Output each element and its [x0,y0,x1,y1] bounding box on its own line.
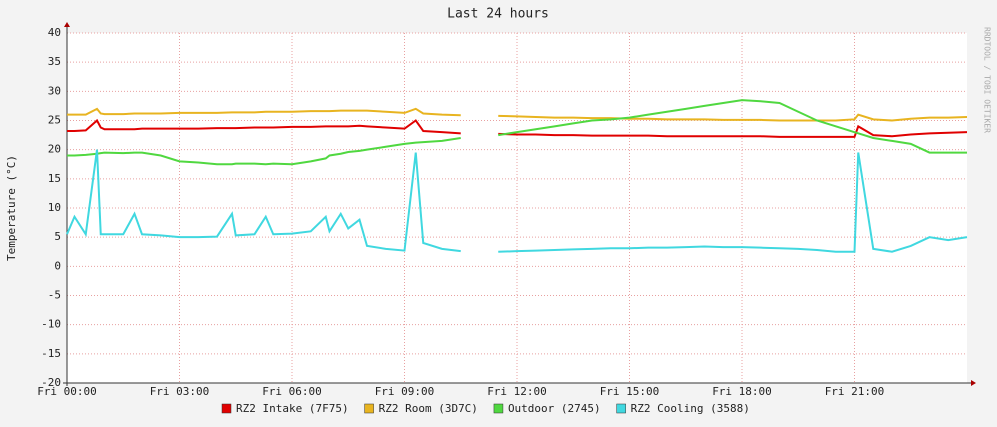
y-tick-label: 30 [48,84,61,97]
y-tick-label: 40 [48,26,61,39]
legend-label: Outdoor (2745) [508,402,601,415]
x-tick-label: Fri 15:00 [600,385,660,398]
y-tick-label: -20 [41,376,61,389]
axis-arrow [971,380,976,386]
x-tick-label: Fri 03:00 [150,385,210,398]
x-tick-label: Fri 06:00 [262,385,322,398]
series-line [66,149,968,253]
x-tick-label: Fri 00:00 [37,385,97,398]
axis-arrow [64,22,70,27]
x-tick-label: Fri 09:00 [375,385,435,398]
y-tick-label: 35 [48,55,61,68]
y-tick-label: -10 [41,318,61,331]
y-tick-label: 25 [48,114,61,127]
legend-swatch [493,403,504,414]
x-tick-label: Fri 18:00 [712,385,772,398]
legend-swatch [364,403,374,414]
legend-label: RZ2 Room (3D7C) [379,402,478,415]
y-tick-label: -15 [41,347,61,360]
x-tick-label: Fri 12:00 [487,385,547,398]
y-axis-label: Temperature (°C) [5,155,18,261]
y-tick-label: -5 [48,289,61,302]
y-tick-label: 10 [48,201,61,214]
chart-title: Last 24 hours [447,7,549,22]
legend-label: RZ2 Cooling (3588) [631,402,750,415]
y-tick-label: 15 [48,172,61,185]
x-tick-label: Fri 21:00 [825,385,885,398]
legend-label: RZ2 Intake (7F75) [236,402,349,415]
legend-swatch [616,403,626,414]
series-line [67,99,967,166]
watermark: RRDTOOL / TOBI OETIKER [983,27,992,133]
legend-swatch [221,403,232,414]
series-line [67,107,968,122]
y-tick-label: 5 [54,230,61,243]
y-tick-label: 0 [54,259,61,272]
series-line [67,118,968,138]
y-tick-label: 20 [48,143,61,156]
